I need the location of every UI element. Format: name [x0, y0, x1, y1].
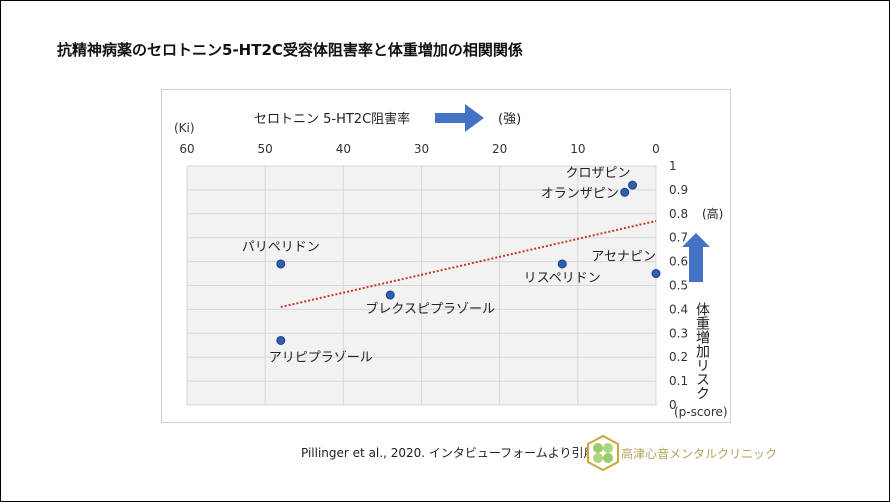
x-tick-label: 20 [492, 142, 507, 156]
data-label: アリピプラゾール [269, 350, 373, 365]
x-direction-label: (強) [498, 112, 521, 127]
data-point [628, 180, 638, 190]
y-tick-label: 0.3 [669, 326, 688, 340]
x-axis-title: セロトニン 5-HT2C阻害率 [254, 111, 410, 127]
y-tick-label: 0.6 [669, 255, 688, 269]
y-tick-label: 0.5 [669, 279, 688, 293]
x-unit-label: (Ki) [174, 121, 195, 135]
x-tick-label: 50 [258, 142, 273, 156]
x-tick-label: 10 [570, 142, 585, 156]
chart: 60 50 40 30 20 10 0 0 0.1 0.2 0.3 0.4 0.5 0.6 0.7 0.8 0.… [161, 89, 731, 423]
data-point [651, 269, 661, 279]
scatter-chart: 60 50 40 30 20 10 0 0 0.1 0.2 0.3 0.4 0.5 0.6 0.7 0.8 0.… [174, 104, 728, 419]
trendline [280, 219, 657, 308]
y-tick-label: 0.2 [669, 350, 688, 364]
data-point [276, 335, 286, 345]
y-tick-label: 0.7 [669, 231, 688, 245]
x-tick-label: 0 [652, 142, 660, 156]
x-tick-label: 40 [336, 142, 351, 156]
y-axis-title: 体重増加リスク [694, 302, 710, 400]
arrow-right-icon [435, 104, 484, 132]
data-point [276, 259, 286, 269]
data-point [385, 290, 395, 300]
y-tick-label: 0 [669, 398, 677, 412]
data-label: アセナピン [591, 250, 656, 265]
data-label: リスペリドン [524, 271, 601, 286]
y-tick-label: 0.9 [669, 183, 688, 197]
x-tick-label: 60 [179, 142, 194, 156]
y-tick-label: 0.1 [669, 374, 688, 388]
clinic-name: 高津心音メンタルクリニック [621, 447, 778, 461]
data-label: ブレクスピプラゾール [365, 301, 495, 317]
y-tick-label: 0.8 [669, 207, 688, 221]
data-point [620, 187, 630, 197]
data-point [557, 259, 567, 269]
data-label: パリペリドン [242, 240, 320, 255]
x-tick-label: 30 [414, 142, 429, 156]
arrow-up-icon [682, 233, 710, 282]
y-unit-label: (p-score) [674, 405, 728, 419]
clinic-logo [587, 434, 619, 472]
data-label: オランザピン [541, 186, 619, 201]
citation: Pillinger et al., 2020. インタビューフォームより引用作成 [301, 446, 620, 460]
page-title: 抗精神病薬のセロトニン5-HT2C受容体阻害率と体重増加の相関関係 [57, 41, 523, 59]
y-tick-label: 1 [669, 159, 677, 173]
y-tick-label: 0.4 [669, 302, 688, 316]
y-direction-label: (高) [702, 206, 723, 221]
data-label: クロザピン [566, 166, 631, 181]
